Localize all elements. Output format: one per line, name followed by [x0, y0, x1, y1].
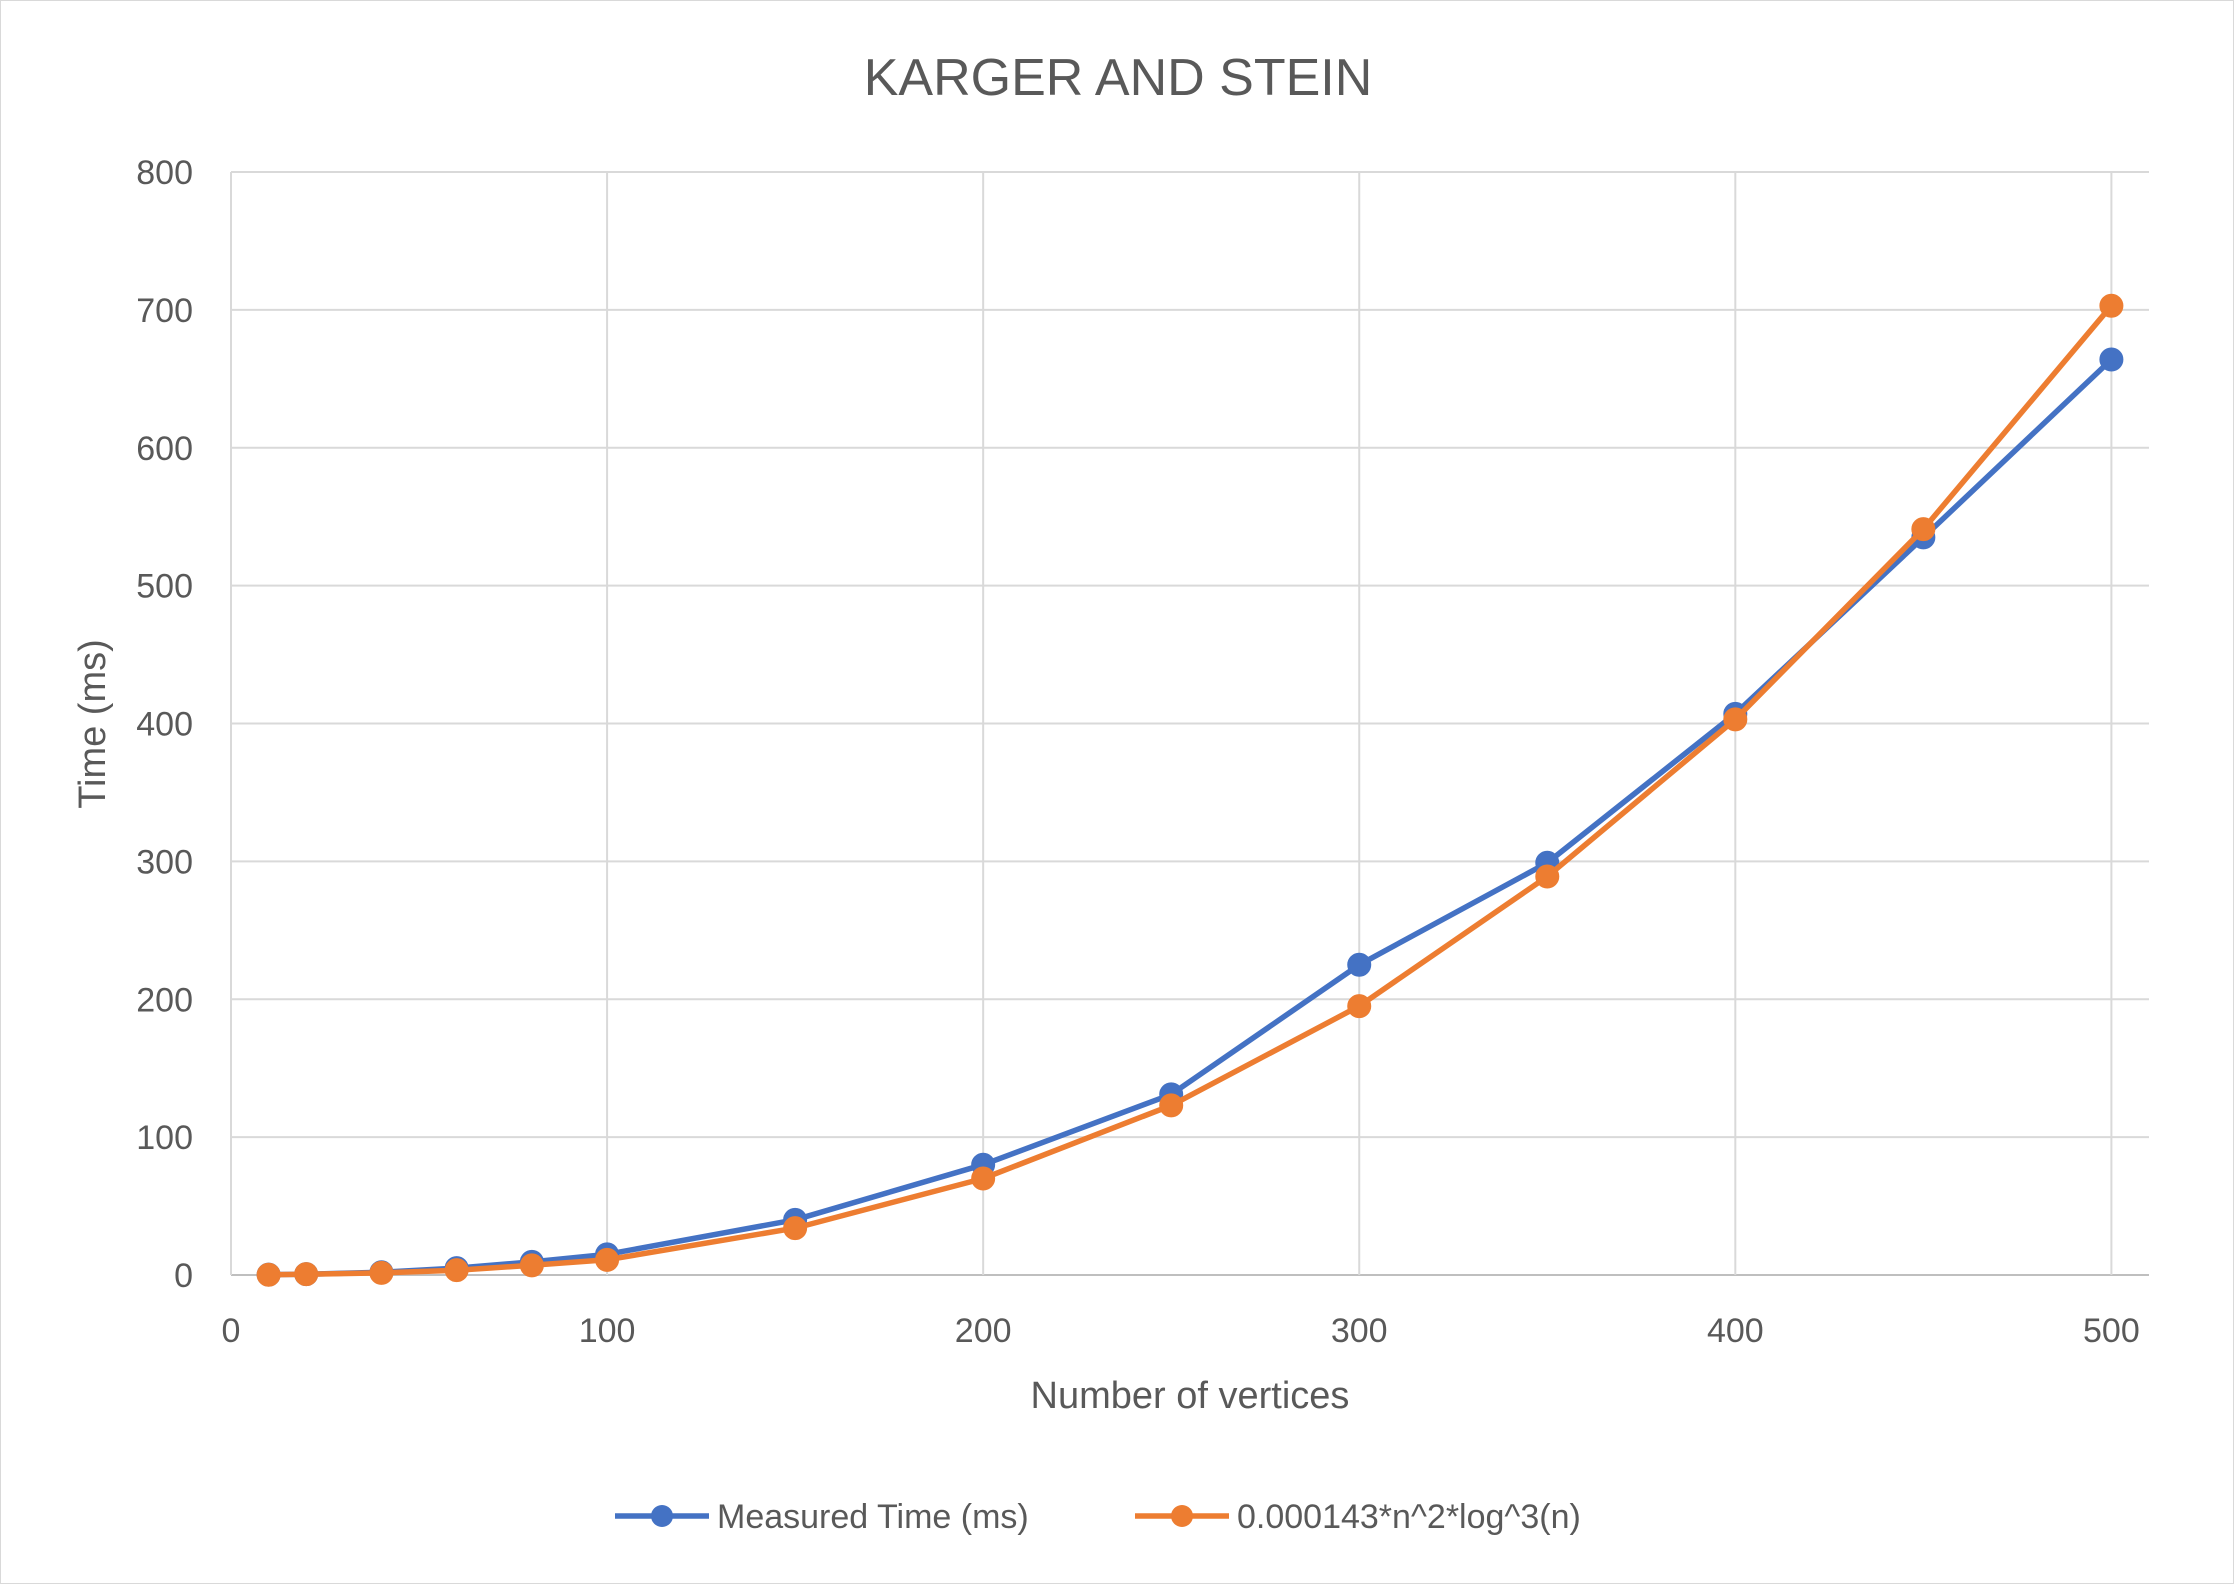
- series-2-point-350: [1535, 864, 1560, 889]
- series-group: [256, 293, 2124, 1287]
- series-2-point-450: [1911, 517, 1936, 542]
- chart-title: KARGER AND STEIN: [864, 49, 1373, 107]
- series-2-point-40: [369, 1260, 394, 1285]
- series-2-point-400: [1723, 707, 1748, 732]
- y-tick-label-700: 700: [136, 292, 193, 330]
- legend-item-1: Measured Time (ms): [615, 1498, 1029, 1536]
- legend-label-1: Measured Time (ms): [717, 1498, 1029, 1536]
- series-2-point-150: [783, 1216, 808, 1241]
- x-tick-label-500: 500: [2083, 1312, 2140, 1350]
- x-axis-ticks: 0 100 200 300 400 500: [222, 1312, 2140, 1350]
- legend-label-2: 0.000143*n^2*log^3(n): [1237, 1498, 1581, 1536]
- x-tick-label-400: 400: [1707, 1312, 1764, 1350]
- y-tick-label-400: 400: [136, 706, 193, 744]
- y-tick-label-200: 200: [136, 981, 193, 1019]
- legend-marker-1: [651, 1505, 673, 1527]
- series-2-point-80: [519, 1253, 544, 1278]
- series-2-line: [268, 303, 2114, 1278]
- series-2: [256, 293, 2124, 1287]
- y-tick-label-0: 0: [174, 1257, 193, 1295]
- series-2-point-60: [444, 1258, 469, 1283]
- series-1-point-500: [2099, 347, 2124, 372]
- series-2-point-20: [294, 1262, 319, 1287]
- series-2-point-10: [256, 1262, 281, 1287]
- series-2-point-300: [1347, 994, 1372, 1019]
- y-tick-label-500: 500: [136, 568, 193, 606]
- y-tick-label-300: 300: [136, 843, 193, 881]
- y-tick-label-600: 600: [136, 430, 193, 468]
- series-2-point-200: [971, 1166, 996, 1191]
- series-2-point-250: [1159, 1093, 1184, 1118]
- x-tick-label-100: 100: [579, 1312, 636, 1350]
- series-1-point-300: [1347, 952, 1372, 977]
- series-2-point-500: [2099, 293, 2124, 318]
- y-axis-ticks: 0 100 200 300 400 500 600 700 800: [136, 154, 193, 1295]
- series-2-point-100: [595, 1247, 620, 1272]
- x-tick-label-200: 200: [955, 1312, 1012, 1350]
- x-tick-label-300: 300: [1331, 1312, 1388, 1350]
- legend-item-2: 0.000143*n^2*log^3(n): [1135, 1498, 1581, 1536]
- gridlines: [230, 171, 2149, 1276]
- y-tick-label-100: 100: [136, 1119, 193, 1157]
- x-axis-label: Number of vertices: [1031, 1375, 1350, 1417]
- x-tick-label-0: 0: [222, 1312, 241, 1350]
- y-axis-label: Time (ms): [72, 639, 114, 809]
- series-1: [256, 347, 2124, 1287]
- legend-marker-2: [1171, 1505, 1193, 1527]
- y-tick-label-800: 800: [136, 154, 193, 192]
- legend: Measured Time (ms) 0.000143*n^2*log^3(n): [615, 1498, 1581, 1536]
